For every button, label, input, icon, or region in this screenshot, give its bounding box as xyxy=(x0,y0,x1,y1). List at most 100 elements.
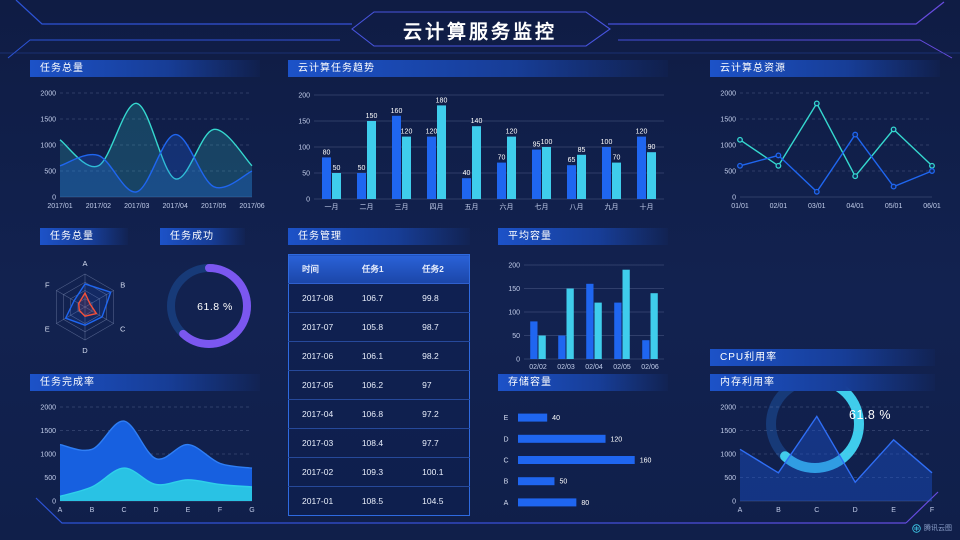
svg-text:六月: 六月 xyxy=(500,202,514,211)
task-total-line-chart: 0 500 1000 1500 2000 2017/01 2017/02 2017/03 201… xyxy=(40,91,264,211)
svg-text:E: E xyxy=(504,415,509,422)
svg-text:150: 150 xyxy=(298,119,310,126)
cloud-task-trend-bar-chart: 0 50 100 150 200 一月 二月 三月 四月 五月 六月 七月 八月 九月 十月 80 50 160 1… xyxy=(298,93,664,211)
avg-capacity-bar-chart: 0 50 100 150 200 02/02 02/03 02/04 02/05 02/06 xyxy=(508,263,664,371)
table-row: 2017-06 106.1 98.2 xyxy=(288,341,470,371)
svg-text:C: C xyxy=(814,507,819,514)
svg-text:0: 0 xyxy=(732,499,736,506)
panel-header: 任务管理 xyxy=(288,228,470,245)
svg-text:2017/05: 2017/05 xyxy=(201,203,226,210)
panel-task-table: 任务管理 时间 任务1 任务2 2017-08 106.7 99.8 2017-07 105… xyxy=(288,228,470,516)
svg-text:0: 0 xyxy=(306,197,310,204)
svg-text:85: 85 xyxy=(578,147,586,154)
table-row: 2017-05 106.2 97 xyxy=(288,370,470,400)
svg-text:A: A xyxy=(58,507,63,514)
table-row: 2017-07 105.8 98.7 xyxy=(288,312,470,342)
svg-text:120: 120 xyxy=(401,129,413,136)
svg-text:2017/02: 2017/02 xyxy=(86,203,111,210)
svg-text:G: G xyxy=(249,507,254,514)
svg-text:160: 160 xyxy=(391,108,403,115)
panel-memory: 内存利用率 0 500 1000 1500 2000 A B C D E F xyxy=(710,374,940,517)
panel-task-total-radar: 任务总量 A B C D E F xyxy=(40,228,145,365)
storage-hbar-chart: E 40 D 120 C 160 B 50 A 80 xyxy=(503,413,651,507)
panel-task-total-line: 任务总量 0 500 1000 1500 2000 2017/01 2017/02 2017/… xyxy=(30,60,265,213)
task-completion-area-chart: 0 500 1000 1500 2000 A B C D E F G xyxy=(40,405,254,515)
svg-text:2017/01: 2017/01 xyxy=(47,203,72,210)
svg-text:D: D xyxy=(503,436,508,443)
table-cell: 108.5 xyxy=(348,486,410,516)
panel-header: CPU利用率 xyxy=(710,349,935,366)
svg-text:2017/03: 2017/03 xyxy=(124,203,149,210)
svg-text:120: 120 xyxy=(636,129,648,136)
svg-text:80: 80 xyxy=(323,149,331,156)
svg-text:02/06: 02/06 xyxy=(641,364,659,371)
svg-text:200: 200 xyxy=(298,93,310,100)
svg-text:2000: 2000 xyxy=(720,91,736,98)
svg-text:90: 90 xyxy=(648,144,656,151)
table-row: 2017-04 106.8 97.2 xyxy=(288,399,470,429)
watermark: 腾讯云图 xyxy=(912,523,952,533)
panel-header: 平均容量 xyxy=(498,228,668,245)
cpu-value: 61.8 % xyxy=(849,408,891,422)
svg-text:2017/04: 2017/04 xyxy=(163,203,188,210)
panel-header: 任务总量 xyxy=(40,228,128,245)
svg-text:八月: 八月 xyxy=(570,203,584,211)
svg-text:65: 65 xyxy=(568,157,576,164)
panel-header: 存储容量 xyxy=(498,374,668,391)
svg-text:D: D xyxy=(853,507,858,514)
svg-text:150: 150 xyxy=(366,113,378,120)
svg-text:1500: 1500 xyxy=(720,428,736,435)
watermark-label: 腾讯云图 xyxy=(924,525,952,532)
table-col-header: 时间 xyxy=(288,254,349,284)
task-success-donut xyxy=(167,264,251,348)
table-cell: 2017-07 xyxy=(288,312,349,342)
svg-text:C: C xyxy=(120,324,126,333)
svg-text:九月: 九月 xyxy=(605,202,619,211)
svg-text:1000: 1000 xyxy=(40,452,56,459)
svg-text:120: 120 xyxy=(426,129,438,136)
svg-text:D: D xyxy=(82,346,88,355)
svg-text:95: 95 xyxy=(533,142,541,149)
svg-text:C: C xyxy=(121,507,126,514)
svg-text:140: 140 xyxy=(471,118,483,125)
svg-text:2000: 2000 xyxy=(40,405,56,412)
tencent-cloud-icon xyxy=(912,523,921,533)
svg-text:0: 0 xyxy=(52,499,56,506)
panel-header: 任务成功 xyxy=(160,228,245,245)
table-row: 2017-02 109.3 100.1 xyxy=(288,457,470,487)
page-title: 云计算服务监控 xyxy=(402,22,557,43)
panel-header: 云计算总资源 xyxy=(710,60,940,77)
table-cell: 2017-06 xyxy=(288,341,349,371)
svg-text:七月: 七月 xyxy=(535,202,549,211)
cloud-resource-line-chart: 0 500 1000 1500 2000 01/01 02/01 03/01 04/01 05/0… xyxy=(720,91,940,211)
svg-text:500: 500 xyxy=(44,169,56,176)
svg-text:A: A xyxy=(82,259,87,268)
svg-text:02/01: 02/01 xyxy=(770,203,788,210)
svg-text:C: C xyxy=(503,458,508,465)
panel-cloud-resource: 云计算总资源 0 500 1000 1500 2000 01/01 02/01 03/01 04… xyxy=(710,60,941,213)
svg-text:40: 40 xyxy=(552,415,560,422)
svg-text:03/01: 03/01 xyxy=(808,203,826,210)
svg-text:200: 200 xyxy=(508,263,520,270)
table-cell: 106.8 xyxy=(348,399,410,429)
svg-text:1000: 1000 xyxy=(40,143,56,150)
svg-text:D: D xyxy=(153,507,158,514)
svg-text:1000: 1000 xyxy=(720,452,736,459)
svg-text:2000: 2000 xyxy=(40,91,56,98)
panel-header: 任务完成率 xyxy=(30,374,260,391)
table-cell: 2017-04 xyxy=(288,399,349,429)
svg-text:120: 120 xyxy=(611,436,623,443)
svg-text:0: 0 xyxy=(732,195,736,202)
svg-text:0: 0 xyxy=(516,357,520,364)
table-row: 2017-08 106.7 99.8 xyxy=(288,283,470,313)
table-cell: 106.1 xyxy=(348,341,410,371)
table-cell: 97.7 xyxy=(409,428,470,458)
svg-text:100: 100 xyxy=(508,310,520,317)
panel-header: 任务总量 xyxy=(30,60,260,77)
table-cell: 109.3 xyxy=(348,457,410,487)
svg-text:04/01: 04/01 xyxy=(846,203,864,210)
table-cell: 104.5 xyxy=(409,486,470,516)
svg-text:120: 120 xyxy=(506,129,518,136)
svg-text:80: 80 xyxy=(581,500,589,507)
